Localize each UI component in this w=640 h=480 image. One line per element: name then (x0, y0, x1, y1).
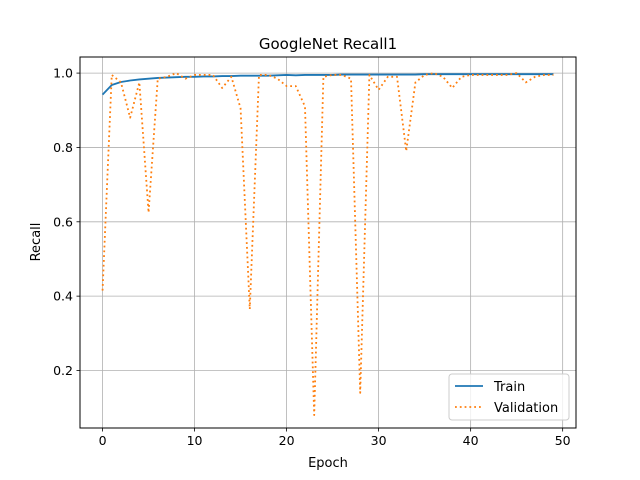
series-line-validation (101, 72, 554, 417)
y-tick-label: 0.4 (53, 289, 73, 304)
chart-title: GoogleNet Recall1 (259, 35, 397, 53)
x-tick-label: 10 (187, 433, 203, 448)
legend: Train Validation (448, 373, 570, 421)
legend-validation-label: Validation (494, 401, 558, 416)
y-axis-title: Recall (29, 223, 44, 262)
series-layer (101, 72, 554, 417)
x-tick-label: 30 (371, 433, 387, 448)
x-tick-label: 50 (555, 433, 571, 448)
legend-train-label: Train (493, 380, 525, 395)
x-tick-label: 20 (279, 433, 295, 448)
x-tick-label: 0 (99, 433, 107, 448)
x-axis-title: Epoch (308, 456, 348, 471)
y-tick-label: 0.6 (53, 214, 73, 229)
plot-frame (79, 56, 577, 429)
x-tick-label: 40 (463, 433, 479, 448)
axis-ticks: 0 10 20 30 40 50 0.2 0.4 0.6 0.8 1.0 (53, 66, 571, 448)
y-tick-label: 0.8 (53, 140, 73, 155)
grid-lines (80, 57, 576, 428)
y-tick-label: 1.0 (53, 66, 73, 81)
y-tick-label: 0.2 (53, 363, 73, 378)
